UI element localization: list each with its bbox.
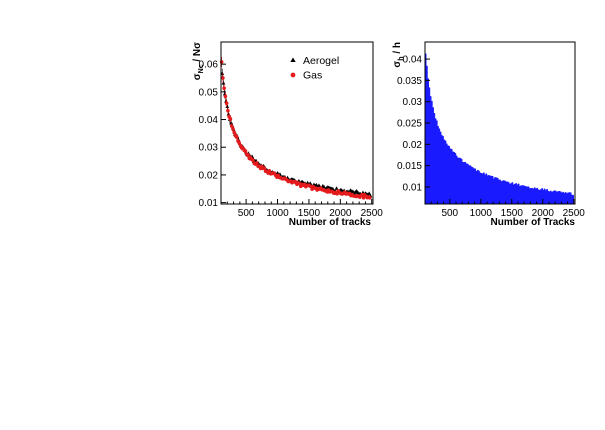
right-y-axis-label: σh / h [392,42,405,68]
data-point-gas [223,94,228,99]
right-plot-axes: 500 1000 1500 2000 2500 0.01 0.015 0.02 0.025 0.0… [397,55,585,219]
data-point-aerogel [221,81,226,85]
right-plot-marks [424,53,575,205]
data-point-gas [224,101,229,106]
data-point-aerogel [314,182,319,187]
y-tick-label: 0.01 [403,182,423,193]
data-point-aerogel [229,120,233,125]
data-point-aerogel [322,184,326,189]
data-point-gas [231,127,235,131]
data-point-gas [232,130,236,135]
left-plot: 500 1000 1500 2000 2500 0.01 0.02 0.03 0.04 0.05 0… [192,41,384,228]
data-point-gas [221,76,225,80]
x-tick-label: 2500 [563,208,586,219]
data-point-aerogel [367,191,372,195]
y-tick-label: 0.03 [199,143,219,154]
left-plot-frame [220,41,374,205]
x-tick-label: 2500 [361,208,384,219]
data-point-aerogel [226,112,231,116]
legend-label-aerogel: Aerogel [303,55,339,67]
left-plot-marks [219,56,373,200]
legend-label-gas: Gas [303,70,322,82]
x-tick-label: 500 [441,208,458,219]
data-point-gas [368,195,372,200]
y-tick-label: 0.05 [199,87,219,98]
x-tick-label: 1500 [501,208,524,219]
left-x-axis-label: Number of tracks [289,217,372,228]
data-point-gas [229,124,234,128]
y-tick-label: 0.04 [199,115,219,126]
data-point-aerogel [225,104,230,109]
y-tick-label: 0.035 [397,76,422,87]
y-tick-label: 0.01 [199,198,219,209]
y-tick-label: 0.02 [199,170,219,181]
y-tick-label: 0.015 [397,161,422,172]
data-point-gas [222,86,226,91]
data-point-gas [219,60,224,64]
data-point-gas [226,108,230,113]
data-point-gas [243,149,248,153]
x-tick-label: 1500 [298,208,321,219]
legend-marker-gas [290,72,296,78]
x-tick-label: 1000 [266,208,289,219]
left-y-axis-label: σNc / Nσ [192,42,205,80]
y-tick-label: 0.06 [199,60,219,71]
left-plot-axes: 500 1000 1500 2000 2500 0.01 0.02 0.03 0.04 0.05 0… [199,60,384,219]
right-x-axis-label: Number of Tracks [491,217,576,228]
data-point-gas [228,117,233,121]
y-tick-label: 0.04 [403,55,423,66]
data-point-gas [255,161,259,165]
data-point-gas [251,158,255,162]
y-tick-label: 0.02 [403,140,423,151]
data-point-gas [262,166,267,170]
data-point-gas [246,153,250,157]
x-tick-label: 500 [238,208,255,219]
histogram-bars [424,53,575,205]
left-plot-legend: Aerogel Gas [290,55,339,82]
data-point-gas [234,135,239,139]
data-point-aerogel [334,186,339,190]
legend-marker-aerogel [290,57,296,62]
data-point-gas [267,169,272,173]
x-tick-label: 2000 [532,208,555,219]
y-tick-label: 0.025 [397,119,422,130]
right-plot: 500 1000 1500 2000 2500 0.01 0.015 0.02 0.025 0.0… [392,41,585,228]
x-tick-label: 1000 [470,208,493,219]
y-tick-label: 0.03 [403,97,423,108]
x-tick-label: 2000 [329,208,352,219]
